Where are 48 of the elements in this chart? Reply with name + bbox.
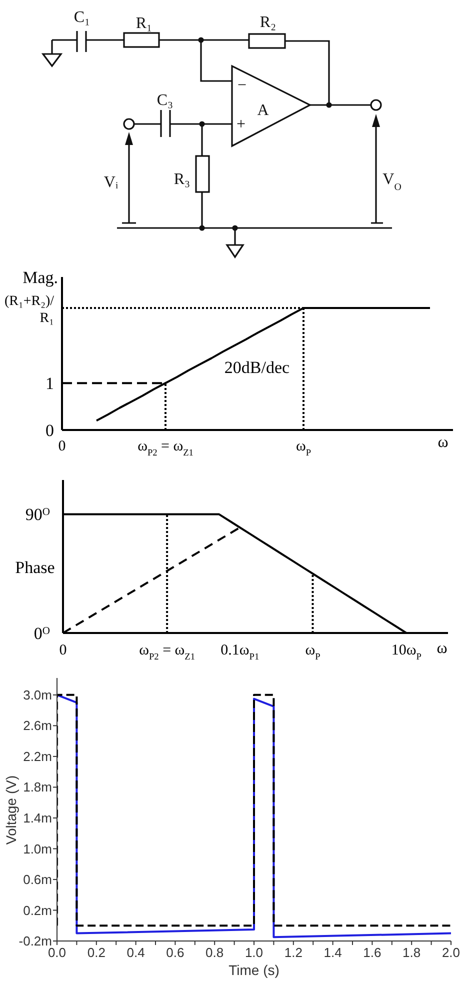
y-tick-label: 90$^{O}$ bbox=[25, 505, 50, 524]
x-tick-label: ω$_{P2}$ = ω$_{Z1}$ bbox=[139, 642, 196, 662]
x-tick-label: 0.4 bbox=[126, 944, 145, 960]
x-tick-label: 1.8 bbox=[402, 944, 421, 960]
x-tick-label: 0.2 bbox=[87, 944, 106, 960]
y-axis-title: Mag. bbox=[22, 268, 58, 287]
x-tick-label: 2.0 bbox=[442, 944, 460, 960]
text: R₁ bbox=[136, 15, 152, 32]
y-tick-label: 2.2m bbox=[23, 748, 52, 764]
y-axis-title: Voltage (V) bbox=[3, 775, 19, 845]
annotation: 20dB/dec bbox=[224, 358, 290, 377]
y-tick-label: 1.8m bbox=[23, 780, 52, 795]
y-tick-label: 0 bbox=[46, 420, 54, 440]
x-tick-label: 0 bbox=[58, 438, 66, 454]
y-tick-label: 1 bbox=[46, 374, 54, 394]
x-tick-label: 1.4 bbox=[324, 944, 342, 960]
text: R₃ bbox=[174, 171, 190, 188]
x-tick-label: ω$_{P}$ bbox=[296, 438, 312, 458]
text: Vᵢ bbox=[104, 174, 118, 191]
y-tick-label: (R₁+R₂)/R₁ bbox=[4, 294, 54, 326]
x-tick-label: 1.0 bbox=[244, 944, 264, 960]
text: C₁ bbox=[74, 9, 90, 26]
x-tick-label: 1.6 bbox=[363, 944, 382, 960]
x-axis-title: ω bbox=[438, 434, 448, 451]
y-tick-label: 1.0m bbox=[23, 841, 52, 856]
x-tick-label: 0.6 bbox=[166, 944, 184, 960]
text: V$_{O}$ bbox=[382, 171, 402, 192]
text: C₃ bbox=[156, 92, 174, 109]
x-tick-label: ω$_{P2}$ = ω$_{Z1}$ bbox=[138, 438, 194, 458]
x-tick-label: 1.2 bbox=[284, 944, 302, 960]
y-tick-label: 1.4m bbox=[23, 810, 52, 826]
text: A bbox=[257, 102, 270, 119]
y-axis-title: Phase bbox=[15, 558, 55, 577]
x-tick-label: 0 bbox=[59, 642, 67, 658]
text: − bbox=[237, 77, 247, 94]
x-tick-label: 0.8 bbox=[206, 944, 224, 960]
y-tick-label: 0$^{O}$ bbox=[34, 624, 50, 643]
y-tick-label: 2.6m bbox=[23, 718, 52, 734]
x-axis-title: ω bbox=[436, 640, 448, 657]
y-tick-label: 0.2m bbox=[23, 902, 52, 918]
x-axis-title: Time (s) bbox=[228, 962, 280, 978]
x-tick-label: 0.1ω$_{P1}$ bbox=[220, 642, 260, 662]
y-tick-label: 0.6m bbox=[23, 872, 52, 888]
x-tick-label: 10ω$_{P}$ bbox=[391, 642, 422, 662]
x-tick-label: ω$_{P}$ bbox=[305, 642, 320, 662]
text: R₂ bbox=[260, 14, 276, 31]
y-tick-label: 3.0m bbox=[23, 687, 52, 702]
text: + bbox=[236, 116, 246, 133]
